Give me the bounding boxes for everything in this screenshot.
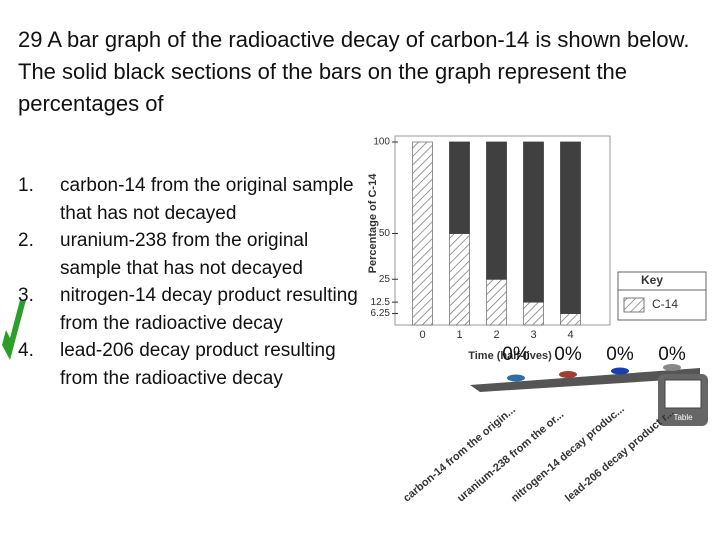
option: 4. lead-206 decay product resulting from … [18,337,358,392]
table-icon-label[interactable]: Table [673,413,693,422]
category-label: uranium-238 from the or... [455,408,566,504]
option: 2. uranium-238 from the original sample t… [18,227,358,282]
y-tick-label: 12.5 [371,297,391,308]
bar-segment [560,313,581,326]
y-tick-label: 100 [373,137,390,148]
x-axis-label: Time (half-lives) [468,350,552,362]
x-tick-label: 4 [567,329,573,341]
option: 3. nitrogen-14 decay product resulting fr… [18,282,358,337]
category-label: carbon-14 from the origin... [401,404,518,505]
y-axis-label: Percentage of C-14 [367,173,379,274]
value-label: 0% [658,344,686,365]
legend-title: Key [641,273,663,287]
table-icon-grid[interactable] [664,379,702,409]
bar-segment [523,141,544,303]
option-text: uranium-238 from the original sample tha… [60,230,309,279]
option: 1. carbon-14 from the original sample tha… [18,172,358,227]
check-mark [2,300,26,360]
option-text: lead-206 decay product resulting from th… [60,340,336,389]
value-label: 0% [606,344,634,365]
category-label: lead-206 decay product r... [563,407,677,505]
bar-base [611,367,629,375]
option-number: 1. [18,175,34,196]
bar-segment [523,301,544,326]
x-tick-label: 3 [530,329,536,341]
option-number: 2. [18,230,34,251]
x-tick-label: 0 [419,329,425,341]
y-tick-label: 25 [379,274,391,285]
category-label: nitrogen-14 decay produc... [509,403,627,505]
poll-platform [470,368,700,392]
option-number: 3. [18,285,34,306]
y-tick-label: 6.25 [371,308,391,319]
legend-swatch [623,297,645,313]
option-text: carbon-14 from the original sample that … [60,175,354,224]
option-text: nitrogen-14 decay product resulting from… [60,285,358,334]
bar-base [559,371,577,378]
y-tick-label: 50 [379,228,391,239]
value-label: 0% [554,344,582,365]
x-tick-label: 2 [493,329,499,341]
bar-segment [412,141,433,326]
value-label: 0% [502,344,530,365]
bar-base [507,374,525,382]
bar-base [663,364,681,371]
option-number: 4. [18,340,34,361]
bar-segment [486,278,507,326]
bar-segment [449,233,470,326]
legend-label: C-14 [652,297,678,311]
options: 1. carbon-14 from the original sample tha… [18,172,358,392]
question: 29 A bar graph of the radioactive decay … [18,27,690,116]
table-icon[interactable]: Table [658,374,708,426]
bar-segment [449,141,470,234]
x-tick-label: 1 [456,329,462,341]
bar-segment [560,141,581,314]
bar-segment [486,141,507,280]
